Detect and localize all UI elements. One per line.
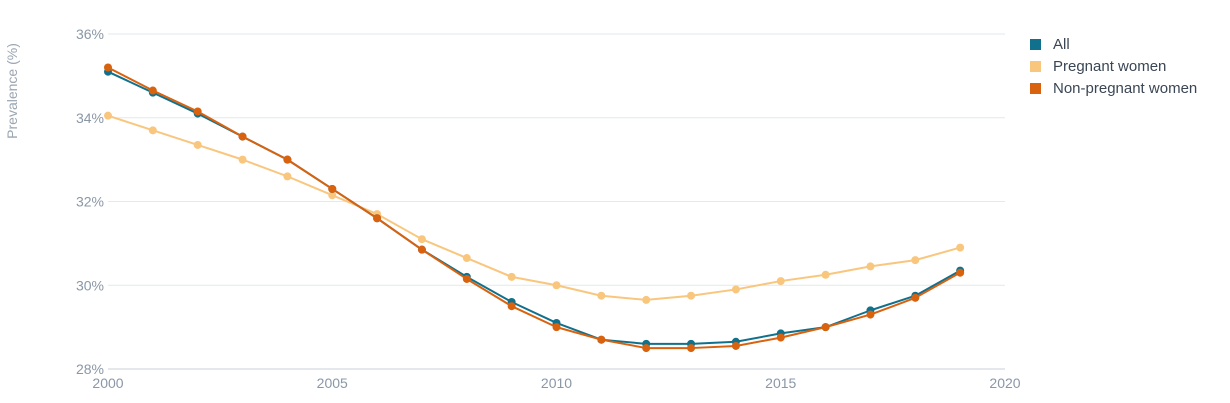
data-point-non-pregnant-women[interactable]	[687, 344, 696, 353]
series-line-pregnant-women	[107, 114, 961, 301]
data-point-non-pregnant-women[interactable]	[238, 132, 247, 141]
data-point-pregnant-women[interactable]	[911, 256, 920, 265]
data-point-non-pregnant-women[interactable]	[373, 214, 382, 223]
data-point-non-pregnant-women[interactable]	[507, 302, 516, 311]
data-point-pregnant-women[interactable]	[956, 243, 965, 252]
data-point-pregnant-women[interactable]	[776, 277, 785, 286]
data-point-pregnant-women[interactable]	[104, 111, 112, 120]
data-point-non-pregnant-women[interactable]	[193, 107, 202, 116]
legend-item[interactable]: Pregnant women	[1030, 55, 1197, 77]
series-line-all	[107, 70, 961, 345]
series-all	[104, 67, 965, 348]
data-point-pregnant-women[interactable]	[283, 172, 292, 181]
legend-label: Pregnant women	[1053, 57, 1167, 75]
series-line-non-pregnant-women	[107, 66, 961, 350]
data-point-pregnant-women[interactable]	[238, 155, 247, 164]
y-tick-label: 36%	[76, 26, 104, 42]
data-point-non-pregnant-women[interactable]	[911, 293, 920, 302]
data-point-pregnant-women[interactable]	[507, 272, 516, 281]
data-point-non-pregnant-women[interactable]	[821, 323, 830, 332]
data-point-pregnant-women[interactable]	[642, 295, 651, 304]
y-tick-label: 30%	[76, 277, 104, 293]
series-lines	[104, 63, 965, 353]
x-tick-label: 2000	[92, 375, 123, 391]
legend: All Pregnant women Non-pregnant women	[1030, 33, 1197, 99]
data-point-non-pregnant-women[interactable]	[642, 344, 651, 353]
data-point-non-pregnant-women[interactable]	[104, 63, 112, 72]
data-point-pregnant-women[interactable]	[731, 285, 740, 294]
data-point-pregnant-women[interactable]	[597, 291, 606, 300]
data-point-pregnant-women[interactable]	[462, 254, 471, 263]
legend-swatch	[1030, 82, 1041, 94]
data-point-pregnant-women[interactable]	[417, 235, 426, 244]
data-point-non-pregnant-women[interactable]	[956, 268, 965, 277]
data-point-non-pregnant-women[interactable]	[866, 310, 875, 319]
data-point-non-pregnant-women[interactable]	[731, 341, 740, 350]
data-point-non-pregnant-women[interactable]	[328, 184, 337, 193]
legend-swatch	[1030, 38, 1041, 50]
data-point-non-pregnant-women[interactable]	[552, 323, 561, 332]
legend-item[interactable]: Non-pregnant women	[1030, 77, 1197, 99]
data-point-non-pregnant-women[interactable]	[417, 245, 426, 254]
data-point-non-pregnant-women[interactable]	[462, 274, 471, 283]
data-point-non-pregnant-women[interactable]	[148, 86, 157, 95]
data-point-non-pregnant-women[interactable]	[776, 333, 785, 342]
series-pregnant-women	[104, 111, 965, 304]
legend-label: All	[1053, 35, 1070, 53]
data-point-pregnant-women[interactable]	[687, 291, 696, 300]
x-tick-label: 2010	[541, 375, 572, 391]
y-axis-tick-labels: 28% 30% 32% 34% 36%	[76, 26, 104, 377]
y-tick-label: 32%	[76, 194, 104, 210]
x-axis-tick-labels: 2000 2005 2010 2015 2020	[92, 375, 1020, 391]
legend-swatch	[1030, 60, 1041, 72]
y-tick-label: 34%	[76, 110, 104, 126]
data-point-pregnant-women[interactable]	[821, 270, 830, 279]
data-point-pregnant-women[interactable]	[148, 126, 157, 135]
legend-label: Non-pregnant women	[1053, 79, 1198, 97]
x-tick-label: 2015	[765, 375, 796, 391]
series-non-pregnant-women	[104, 63, 965, 353]
y-tick-label: 28%	[76, 361, 104, 377]
x-tick-label: 2020	[989, 375, 1020, 391]
grid-lines	[108, 33, 1005, 370]
x-tick-label: 2005	[317, 375, 348, 391]
data-point-pregnant-women[interactable]	[193, 140, 202, 149]
legend-item[interactable]: All	[1030, 33, 1197, 55]
data-point-pregnant-women[interactable]	[866, 262, 875, 271]
data-point-non-pregnant-women[interactable]	[597, 335, 606, 344]
data-point-pregnant-women[interactable]	[552, 281, 561, 290]
data-point-non-pregnant-women[interactable]	[283, 155, 292, 164]
data-point-pregnant-women[interactable]	[328, 191, 337, 200]
y-axis-title: Prevalence (%)	[4, 43, 20, 139]
